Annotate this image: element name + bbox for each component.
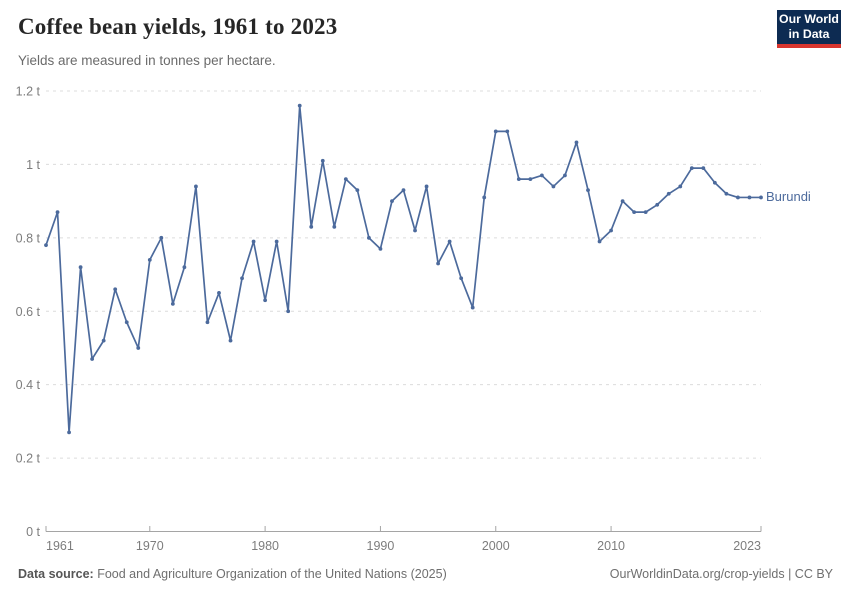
data-point	[159, 235, 164, 240]
data-point	[217, 290, 221, 295]
series-label-burundi: Burundi	[766, 189, 811, 205]
data-point	[712, 180, 717, 185]
data-point	[401, 188, 406, 193]
data-point	[574, 140, 579, 145]
data-point	[516, 177, 521, 182]
data-point	[228, 338, 233, 343]
owid-logo-line1: Our World	[779, 11, 839, 26]
data-point	[759, 195, 763, 200]
data-point	[678, 184, 683, 189]
chart-subtitle: Yields are measured in tonnes per hectar…	[18, 53, 276, 68]
y-tick-label: 0.6 t	[16, 305, 41, 319]
y-tick-label: 0.8 t	[16, 231, 41, 245]
data-source-note: Data source: Food and Agriculture Organi…	[18, 567, 447, 581]
data-point	[240, 276, 244, 281]
data-point	[586, 188, 590, 193]
x-tick-label: 1961	[46, 539, 74, 553]
data-point	[44, 243, 48, 248]
data-point	[390, 199, 394, 204]
data-point	[689, 166, 694, 170]
data-point	[263, 298, 268, 303]
data-point	[482, 195, 487, 200]
data-point	[78, 265, 83, 270]
data-point	[505, 129, 510, 134]
data-point	[632, 210, 637, 215]
data-point	[493, 129, 498, 134]
x-tick-label: 2010	[597, 539, 625, 553]
x-tick-label: 1980	[251, 539, 279, 553]
data-point	[297, 103, 302, 108]
data-point	[470, 305, 475, 310]
owid-logo: Our World in Data	[777, 10, 841, 48]
page-title: Coffee bean yields, 1961 to 2023	[18, 14, 338, 39]
data-point	[701, 166, 706, 170]
data-point	[551, 184, 556, 189]
data-point	[424, 184, 429, 189]
data-point	[251, 239, 256, 244]
owid-logo-text: Our World in Data	[779, 12, 839, 43]
y-tick-label: 0 t	[26, 525, 40, 539]
x-tick-label: 1990	[367, 539, 395, 553]
data-point	[332, 224, 337, 229]
data-point	[378, 246, 383, 251]
data-point	[205, 320, 210, 325]
data-point	[609, 228, 613, 233]
data-point	[309, 224, 314, 229]
x-tick-label: 2023	[733, 539, 761, 553]
data-point	[355, 188, 360, 193]
x-tick-label: 1970	[136, 539, 164, 553]
data-point	[643, 210, 648, 215]
data-point	[459, 276, 464, 281]
y-tick-label: 1.2 t	[16, 85, 41, 99]
y-tick-label: 0.2 t	[16, 452, 41, 466]
data-point	[666, 191, 671, 196]
data-point	[655, 202, 660, 207]
owid-logo-line2: in Data	[788, 27, 830, 41]
data-point	[528, 177, 533, 182]
data-point	[343, 177, 348, 182]
data-point	[55, 210, 60, 215]
data-point	[539, 173, 544, 178]
data-point	[124, 320, 129, 325]
data-point	[320, 158, 325, 163]
data-point	[563, 173, 567, 178]
data-point	[90, 357, 95, 361]
data-source-label: Data source:	[18, 567, 94, 581]
data-point	[620, 199, 625, 204]
y-tick-label: 1 t	[26, 158, 40, 172]
data-source-text: Food and Agriculture Organization of the…	[97, 567, 447, 581]
attribution-note: OurWorldinData.org/crop-yields | CC BY	[609, 567, 833, 581]
data-point	[274, 239, 279, 244]
data-point	[747, 195, 752, 200]
data-point	[413, 228, 417, 233]
data-point	[724, 191, 729, 196]
data-point	[67, 430, 71, 435]
data-point	[436, 261, 440, 266]
line-series-burundi	[45, 104, 762, 434]
y-tick-label: 0.4 t	[16, 378, 41, 392]
data-point	[367, 235, 371, 240]
data-point	[182, 265, 187, 270]
data-point	[101, 338, 106, 343]
data-point	[597, 239, 602, 244]
data-point	[447, 239, 452, 244]
x-tick-label: 2000	[482, 539, 510, 553]
data-point	[736, 195, 740, 200]
data-point	[194, 184, 198, 189]
data-point	[113, 287, 118, 292]
data-point	[136, 346, 141, 350]
data-point	[286, 309, 291, 314]
data-point	[170, 302, 175, 306]
data-point	[147, 257, 152, 262]
